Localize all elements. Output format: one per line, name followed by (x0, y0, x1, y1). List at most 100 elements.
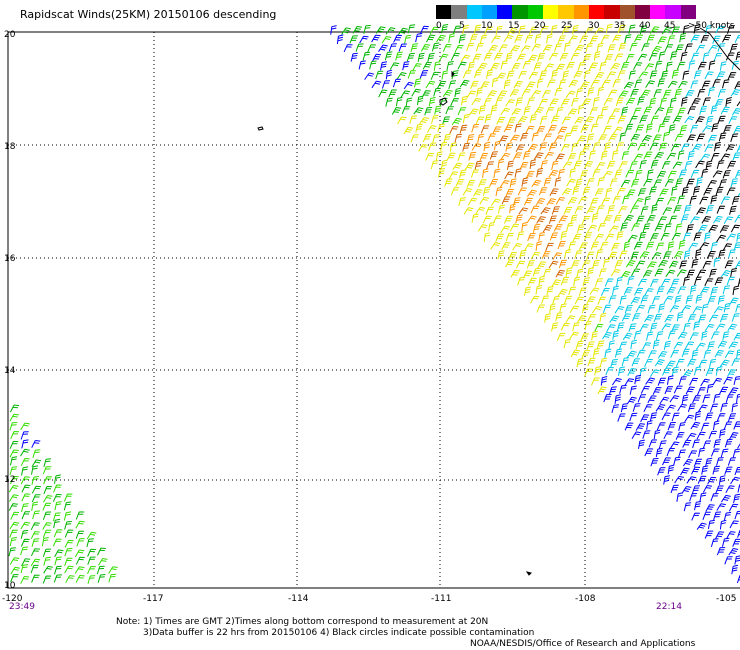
wind-barb (534, 33, 542, 44)
wind-barb (715, 186, 724, 196)
wind-barb (716, 205, 726, 214)
wind-barb (552, 252, 562, 260)
wind-barb (718, 475, 726, 485)
wind-barb (643, 404, 653, 413)
wind-barb (503, 124, 513, 133)
wind-barb (732, 538, 740, 547)
wind-barb (681, 186, 689, 197)
wind-barb (9, 536, 17, 547)
wind-barb (730, 268, 738, 278)
wind-barb (661, 116, 671, 125)
wind-barb (388, 43, 397, 52)
wind-barb (608, 340, 615, 350)
wind-barb (604, 54, 614, 63)
wind-barb (684, 43, 693, 52)
wind-barb (539, 70, 548, 80)
wind-barb (532, 267, 541, 277)
wind-barb (719, 519, 727, 530)
wind-barb (531, 132, 539, 142)
wind-barb (696, 431, 706, 440)
wind-barb (474, 160, 482, 170)
wind-barb (630, 251, 639, 260)
wind-barb (661, 412, 671, 421)
wind-barb (674, 475, 684, 484)
wind-barb (580, 170, 588, 179)
wind-barb (720, 402, 728, 412)
wind-barb (566, 178, 576, 187)
wind-barb (710, 448, 720, 457)
wind-barb (343, 44, 353, 53)
wind-barb (441, 70, 449, 80)
wind-barb (575, 88, 584, 98)
wind-barb (574, 44, 585, 53)
wind-barb (703, 349, 712, 359)
wind-barb (678, 169, 688, 178)
wind-barb (474, 69, 482, 79)
wind-barb (665, 61, 673, 72)
wind-barb (75, 530, 84, 539)
wind-barb (644, 448, 654, 457)
wind-barb (638, 231, 647, 241)
wind-barb (644, 358, 653, 367)
wind-barb (599, 241, 609, 251)
wind-barb (664, 386, 674, 395)
wind-barb (548, 169, 559, 178)
wind-barb (682, 439, 692, 448)
wind-barb (611, 404, 620, 414)
wind-barb (650, 322, 658, 332)
wind-barb (655, 447, 663, 458)
coastline-island-1 (257, 126, 264, 131)
wind-barb (639, 251, 650, 259)
wind-barb (729, 297, 739, 306)
wind-barb (407, 24, 416, 34)
wind-barb (586, 206, 596, 214)
wind-barb (529, 159, 537, 169)
wind-barb (426, 34, 436, 43)
wind-barb (567, 153, 577, 162)
wind-barb (736, 232, 740, 242)
wind-barb (629, 115, 638, 124)
wind-barb (620, 222, 628, 232)
wind-barb (584, 232, 593, 241)
wind-barb (419, 70, 429, 79)
wind-barb (597, 177, 605, 187)
color-scale-segment (573, 5, 589, 19)
wind-barb (659, 396, 670, 405)
wind-barb (720, 106, 730, 115)
wind-barb (704, 71, 714, 80)
wind-barb (689, 377, 699, 386)
wind-barb (431, 42, 440, 52)
wind-barb (663, 340, 671, 351)
wind-barb (679, 32, 687, 43)
wind-barb (668, 215, 678, 224)
wind-barb (524, 34, 533, 44)
wind-barb (696, 176, 703, 187)
color-scale-segment (619, 5, 635, 19)
wind-barb (686, 476, 697, 484)
lon-label-120: -120 (2, 594, 23, 604)
wind-barb (501, 196, 511, 205)
wind-barb (697, 88, 706, 98)
wind-barb (571, 142, 579, 152)
wind-barb (375, 70, 384, 80)
wind-barb (569, 331, 579, 340)
wind-barb (417, 52, 425, 62)
wind-barb (576, 358, 584, 368)
wind-barb (540, 160, 548, 170)
wind-barb (600, 287, 610, 296)
wind-barb (735, 51, 740, 61)
wind-barb (702, 440, 711, 449)
wind-barb (557, 35, 566, 44)
color-scale-label: 10 (481, 21, 493, 31)
wind-barb (710, 105, 718, 115)
wind-barb (538, 275, 546, 286)
wind-barb (490, 242, 501, 250)
wind-barb (647, 395, 657, 404)
wind-barb (639, 324, 649, 332)
wind-barb (21, 466, 29, 476)
wind-barb (722, 331, 730, 341)
wind-barb (585, 43, 593, 53)
wind-barb (670, 143, 680, 152)
wind-barb (604, 142, 612, 152)
wind-barb (8, 485, 19, 493)
